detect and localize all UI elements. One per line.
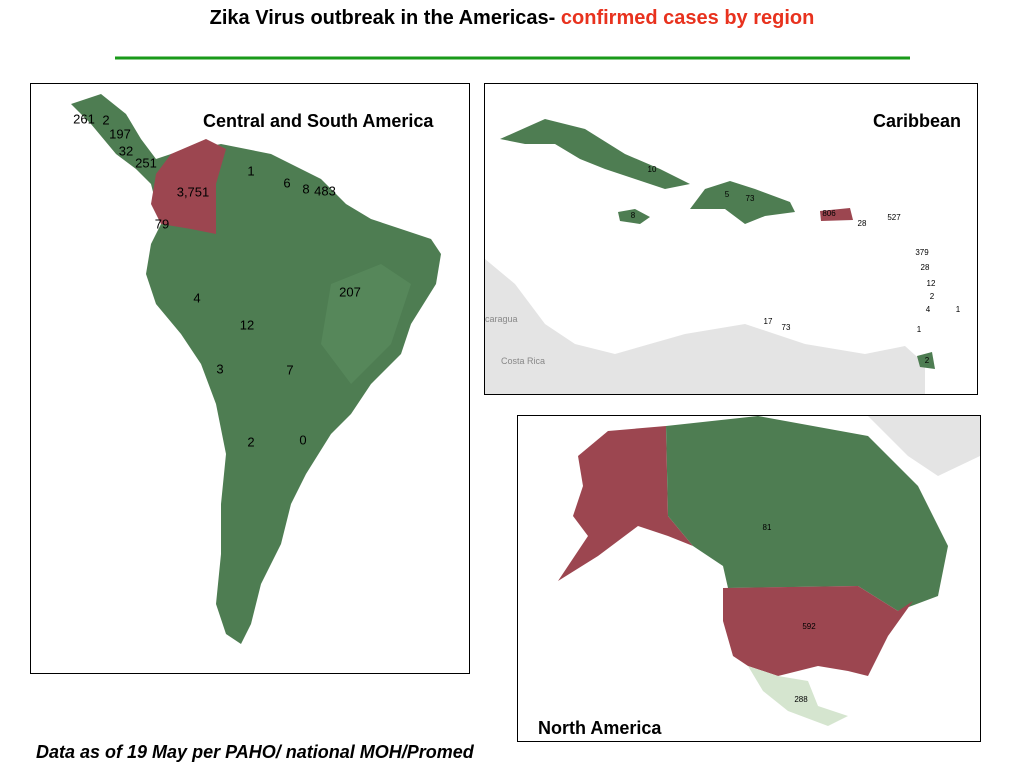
case-count: 483 — [314, 183, 336, 198]
case-count: 81 — [763, 523, 772, 532]
case-count: 5 — [725, 190, 730, 199]
case-count: 288 — [794, 695, 808, 704]
caribbean-panel: 10 5 73 8 806 28 527 379 28 12 2 4 1 17 … — [484, 83, 978, 395]
case-count: 1 — [956, 305, 961, 314]
case-count: 2 — [925, 356, 930, 365]
case-count: 10 — [648, 165, 657, 174]
case-count: 4 — [926, 305, 931, 314]
case-count: 79 — [155, 216, 169, 231]
case-count: 73 — [782, 323, 791, 332]
panel-heading: Caribbean — [872, 111, 961, 131]
case-count: 261 — [73, 111, 95, 126]
case-count: 28 — [858, 219, 867, 228]
case-count: 8 — [631, 211, 636, 220]
case-count: 3,751 — [177, 184, 210, 199]
case-count: 28 — [921, 263, 930, 272]
case-count: 251 — [135, 155, 157, 170]
basemap-label: caragua — [485, 314, 518, 324]
case-count: 6 — [283, 175, 290, 190]
case-count: 527 — [887, 213, 901, 222]
case-count: 197 — [109, 126, 131, 141]
case-count: 1 — [247, 163, 254, 178]
title-highlight: confirmed cases by region — [560, 7, 815, 29]
basemap-label: Costa Rica — [501, 356, 545, 366]
caribbean-map: 10 5 73 8 806 28 527 379 28 12 2 4 1 17 … — [485, 119, 961, 394]
south-america-panel: 261 2 197 32 251 3,751 1 6 8 483 79 207 … — [30, 83, 470, 674]
case-count: 17 — [764, 317, 773, 326]
case-count: 379 — [915, 248, 929, 257]
case-count: 8 — [302, 181, 309, 196]
title-main: Zika Virus outbreak in the Americas- — [209, 7, 556, 29]
case-count: 806 — [822, 209, 836, 218]
case-count: 2 — [247, 434, 254, 449]
case-count: 1 — [917, 325, 922, 334]
case-count: 32 — [119, 143, 133, 158]
south-america-map: 261 2 197 32 251 3,751 1 6 8 483 79 207 … — [71, 94, 441, 644]
north-america-panel: 81 592 288 North America — [517, 415, 981, 742]
footnote: Data as of 19 May per PAHO/ national MOH… — [36, 742, 474, 762]
north-america-map: 81 592 288 — [558, 416, 980, 726]
case-count: 0 — [299, 432, 306, 447]
case-count: 73 — [746, 194, 755, 203]
case-count: 7 — [286, 362, 293, 377]
title: Zika Virus outbreak in the Americas- con… — [182, 4, 842, 32]
case-count: 3 — [216, 361, 223, 376]
panel-heading: Central and South America — [203, 111, 434, 131]
case-count: 4 — [193, 290, 200, 305]
case-count: 2 — [930, 292, 935, 301]
case-count: 592 — [802, 622, 816, 631]
case-count: 12 — [240, 317, 254, 332]
case-count: 2 — [102, 112, 109, 127]
case-count: 12 — [927, 279, 936, 288]
title-rule — [115, 56, 910, 60]
panel-heading: North America — [538, 718, 662, 738]
case-count: 207 — [339, 284, 361, 299]
